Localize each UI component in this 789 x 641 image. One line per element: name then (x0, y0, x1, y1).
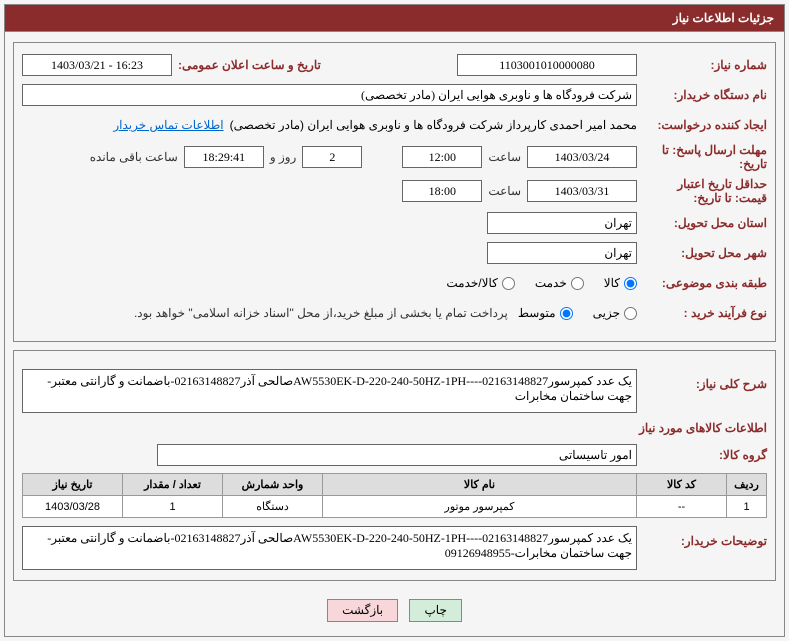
radio-kala[interactable] (624, 277, 637, 290)
summary-label: شرح کلی نیاز: (637, 369, 767, 391)
buyer-org-field[interactable] (22, 84, 637, 106)
requester-text: محمد امیر احمدی کارپرداز شرکت فرودگاه ها… (230, 118, 637, 132)
items-table: ردیف کد کالا نام کالا واحد شمارش تعداد /… (22, 473, 767, 518)
process-radio-group: جزیی متوسط (518, 306, 637, 320)
req-no-field[interactable] (457, 54, 637, 76)
td-name: کمپرسور موتور (323, 496, 637, 518)
radio-medium-label: متوسط (518, 306, 556, 320)
contact-link[interactable]: اطلاعات تماس خریدار (113, 118, 223, 132)
summary-and-items-section: شرح کلی نیاز: اطلاعات کالاهای مورد نیاز … (13, 350, 776, 581)
button-bar: چاپ بازگشت (13, 589, 776, 626)
deadline-send-label: مهلت ارسال پاسخ: تا تاریخ: (637, 143, 767, 171)
days-field[interactable] (302, 146, 362, 168)
th-unit: واحد شمارش (223, 474, 323, 496)
radio-khadamat-label: خدمت (535, 276, 567, 290)
group-label: گروه کالا: (637, 448, 767, 462)
city-field[interactable] (487, 242, 637, 264)
td-qty: 1 (123, 496, 223, 518)
process-note: پرداخت تمام یا بخشی از مبلغ خرید،از محل … (134, 306, 508, 320)
radio-both[interactable] (502, 277, 515, 290)
announce-label: تاریخ و ساعت اعلان عمومی: (172, 58, 321, 72)
panel-header: جزئیات اطلاعات نیاز (4, 4, 785, 32)
buyer-desc-textarea[interactable] (22, 526, 637, 570)
th-name: نام کالا (323, 474, 637, 496)
th-row: ردیف (727, 474, 767, 496)
days-and-label: روز و (264, 150, 303, 164)
time-word-2: ساعت (482, 184, 527, 198)
details-section: شماره نیاز: تاریخ و ساعت اعلان عمومی: نا… (13, 42, 776, 342)
radio-khadamat[interactable] (571, 277, 584, 290)
th-qty: تعداد / مقدار (123, 474, 223, 496)
requester-label: ایجاد کننده درخواست: (637, 118, 767, 132)
validity-time-field[interactable] (402, 180, 482, 202)
req-no-label: شماره نیاز: (637, 58, 767, 72)
radio-both-label: کالا/خدمت (446, 276, 497, 290)
buyer-desc-label: توضیحات خریدار: (637, 526, 767, 548)
panel-body: شماره نیاز: تاریخ و ساعت اعلان عمومی: نا… (4, 32, 785, 637)
radio-kala-label: کالا (604, 276, 620, 290)
radio-partial[interactable] (624, 307, 637, 320)
time-word-1: ساعت (482, 150, 527, 164)
category-label: طبقه بندی موضوعی: (637, 276, 767, 290)
buyer-org-label: نام دستگاه خریدار: (637, 88, 767, 102)
category-radio-group: کالا خدمت کالا/خدمت (446, 276, 637, 290)
announce-field[interactable] (22, 54, 172, 76)
main-container: جزئیات اطلاعات نیاز شماره نیاز: تاریخ و … (4, 4, 785, 637)
deadline-time-field[interactable] (402, 146, 482, 168)
process-label: نوع فرآیند خرید : (637, 306, 767, 320)
td-row: 1 (727, 496, 767, 518)
td-unit: دستگاه (223, 496, 323, 518)
table-row: 1 -- کمپرسور موتور دستگاه 1 1403/03/28 (23, 496, 767, 518)
th-code: کد کالا (637, 474, 727, 496)
back-button[interactable]: بازگشت (327, 599, 398, 622)
remain-suffix: ساعت باقی مانده (84, 150, 184, 164)
province-label: استان محل تحویل: (637, 216, 767, 230)
radio-medium[interactable] (560, 307, 573, 320)
validity-date-field[interactable] (527, 180, 637, 202)
province-field[interactable] (487, 212, 637, 234)
th-date: تاریخ نیاز (23, 474, 123, 496)
group-field[interactable] (157, 444, 637, 466)
validity-label: حداقل تاریخ اعتبار قیمت: تا تاریخ: (637, 177, 767, 205)
radio-partial-label: جزیی (593, 306, 620, 320)
print-button[interactable]: چاپ (409, 599, 461, 622)
city-label: شهر محل تحویل: (637, 246, 767, 260)
items-title: اطلاعات کالاهای مورد نیاز (22, 421, 767, 435)
deadline-date-field[interactable] (527, 146, 637, 168)
td-code: -- (637, 496, 727, 518)
summary-textarea[interactable] (22, 369, 637, 413)
remain-time-field[interactable] (184, 146, 264, 168)
td-date: 1403/03/28 (23, 496, 123, 518)
table-header-row: ردیف کد کالا نام کالا واحد شمارش تعداد /… (23, 474, 767, 496)
